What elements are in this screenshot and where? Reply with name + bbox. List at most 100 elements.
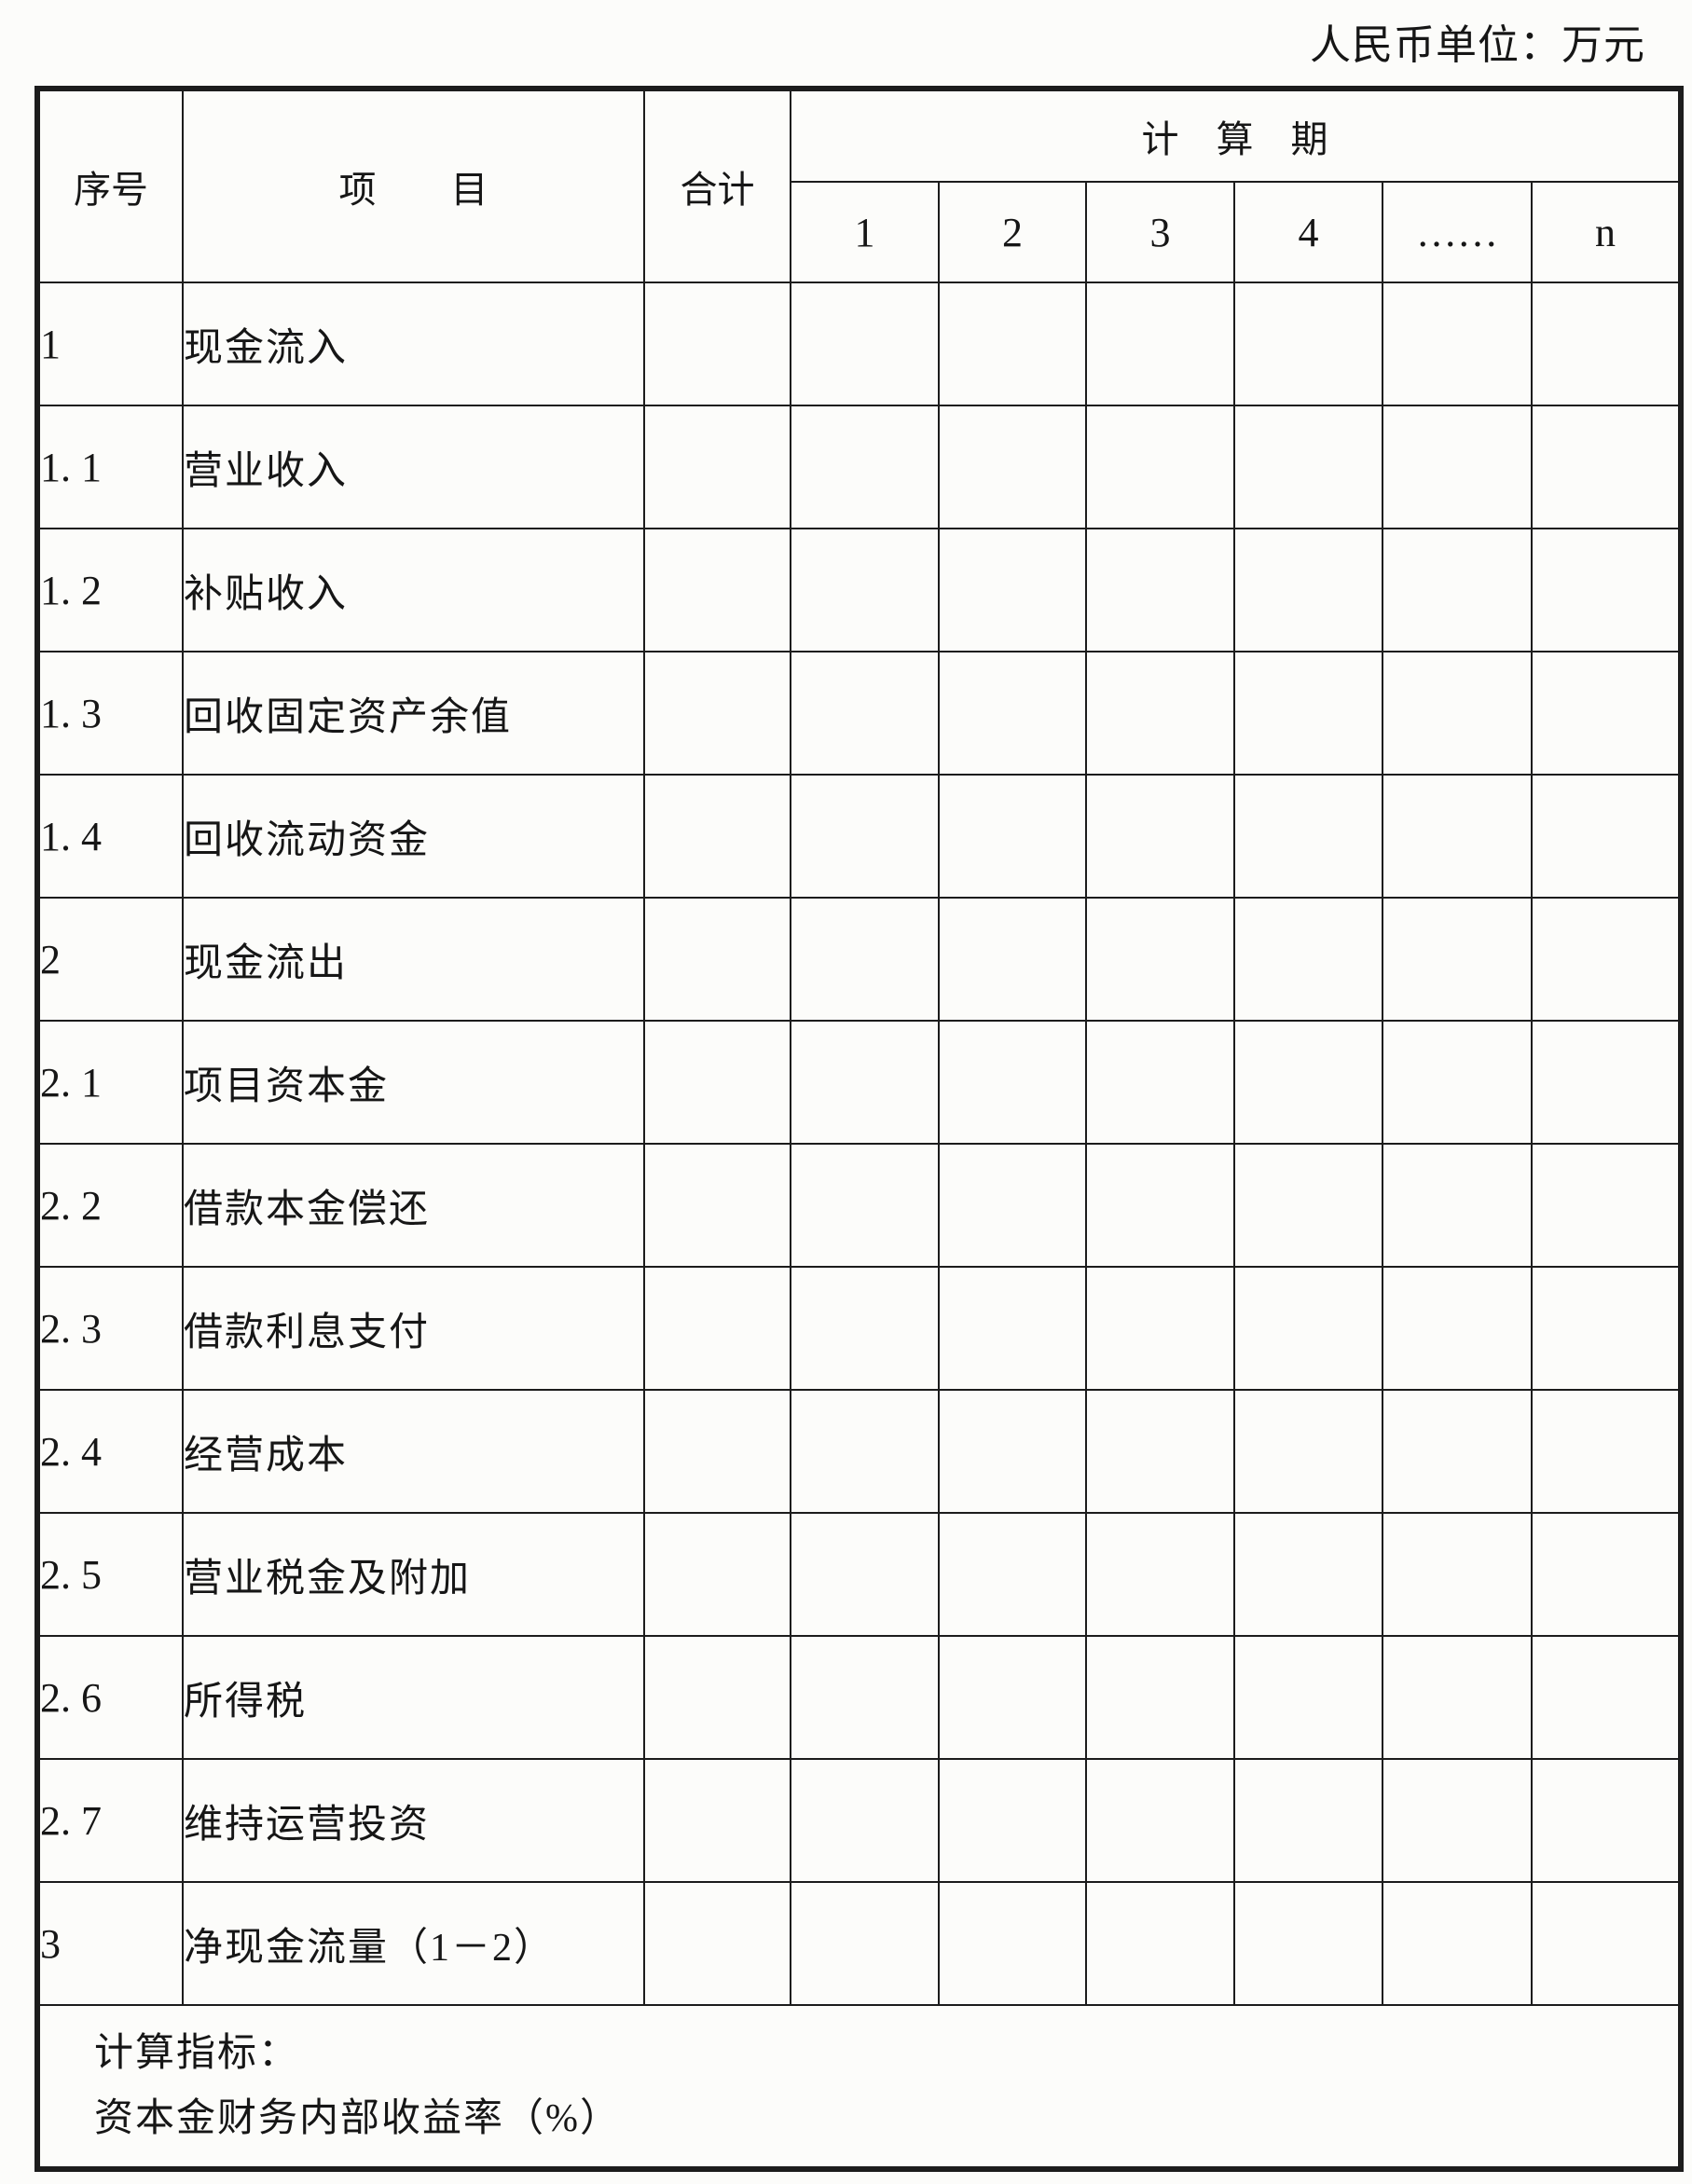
period-value-cell (1085, 1758, 1235, 1883)
period-value-cell (1233, 1512, 1383, 1637)
period-value-cell (938, 1389, 1087, 1514)
calc-indicator-irr: 资本金财务内部收益率（%） (94, 2097, 621, 2140)
period-value-cell (790, 1143, 940, 1268)
total-value-cell (643, 1635, 791, 1760)
header-period-ellipsis: …… (1382, 181, 1533, 283)
period-value-cell (938, 1758, 1087, 1883)
period-value-cell (938, 774, 1087, 899)
period-value-cell (1382, 282, 1533, 406)
row-number: 1 (36, 282, 184, 406)
total-value-cell (643, 1512, 791, 1637)
row-item-label: 回收固定资产余值 (182, 651, 645, 776)
row-number: 3 (36, 1881, 184, 2006)
period-value-cell (1382, 1143, 1533, 1268)
capital-cash-flow-table: 序号 项 目 合计 计 算 期 1 2 3 4 …… n 1 现金流入 (34, 86, 1684, 2172)
period-value-cell (1531, 1758, 1682, 1883)
period-value-cell (790, 1512, 940, 1637)
table-row: 1. 2 补贴收入 (36, 528, 1682, 652)
header-calc-period-group: 计 算 期 (790, 88, 1682, 183)
period-value-cell (1085, 897, 1235, 1022)
period-value-cell (790, 1635, 940, 1760)
period-value-cell (1233, 1020, 1383, 1145)
period-value-cell (1531, 651, 1682, 776)
period-value-cell (1531, 774, 1682, 899)
period-value-cell (1233, 1266, 1383, 1391)
calc-indicator-title: 计算指标： (94, 2031, 300, 2075)
period-value-cell (790, 1389, 940, 1514)
header-period-2: 2 (938, 181, 1087, 283)
total-value-cell (643, 1143, 791, 1268)
period-value-cell (1382, 1389, 1533, 1514)
period-value-cell (1085, 1389, 1235, 1514)
header-row-periods: 1 2 3 4 …… n (37, 181, 1682, 283)
row-number: 2. 7 (36, 1758, 184, 1883)
table-body: 1 现金流入 1. 1 营业收入 (36, 282, 1682, 2006)
total-value-cell (643, 1266, 791, 1391)
table-row: 3 净现金流量（1－2） (36, 1881, 1682, 2006)
period-value-cell (1085, 1266, 1235, 1391)
total-value-cell (643, 405, 791, 529)
header-item: 项 目 (182, 88, 645, 283)
row-item-label: 维持运营投资 (182, 1758, 645, 1883)
period-value-cell (1233, 1881, 1383, 2006)
header-period-3: 3 (1085, 181, 1235, 283)
currency-unit-label: 人民币单位：万元 (1310, 22, 1645, 68)
total-value-cell (643, 282, 791, 406)
table-row: 2. 6 所得税 (36, 1635, 1682, 1760)
period-value-cell (1233, 1635, 1383, 1760)
table-row: 2. 2 借款本金偿还 (36, 1143, 1682, 1268)
period-value-cell (1085, 282, 1235, 406)
row-number: 1. 3 (36, 651, 184, 776)
period-value-cell (1233, 282, 1383, 406)
period-value-cell (1233, 1389, 1383, 1514)
period-value-cell (1531, 1635, 1682, 1760)
period-value-cell (1233, 897, 1383, 1022)
period-value-cell (790, 1758, 940, 1883)
period-value-cell (790, 897, 940, 1022)
row-number: 2. 2 (36, 1143, 184, 1268)
row-item-label: 净现金流量（1－2） (182, 1881, 645, 2006)
total-value-cell (643, 1758, 791, 1883)
period-value-cell (1531, 282, 1682, 406)
total-value-cell (643, 774, 791, 899)
table-row: 2. 3 借款利息支付 (36, 1266, 1682, 1391)
header-period-4: 4 (1233, 181, 1383, 283)
period-value-cell (1531, 1512, 1682, 1637)
header-total: 合计 (643, 88, 791, 283)
period-value-cell (938, 1512, 1087, 1637)
row-number: 1. 1 (36, 405, 184, 529)
row-item-label: 现金流出 (182, 897, 645, 1022)
period-value-cell (1085, 651, 1235, 776)
period-value-cell (1233, 774, 1383, 899)
calc-indicator-block: 计算指标： 资本金财务内部收益率（%） (40, 2032, 1678, 2140)
table-row: 2. 7 维持运营投资 (36, 1758, 1682, 1883)
row-item-label: 借款本金偿还 (182, 1143, 645, 1268)
row-number: 2. 3 (36, 1266, 184, 1391)
header-seq-no: 序号 (36, 88, 184, 283)
total-value-cell (643, 897, 791, 1022)
period-value-cell (790, 651, 940, 776)
period-value-cell (1085, 1635, 1235, 1760)
total-value-cell (643, 528, 791, 652)
row-number: 2. 6 (36, 1635, 184, 1760)
period-value-cell (1233, 1758, 1383, 1883)
period-value-cell (1531, 528, 1682, 652)
period-value-cell (1531, 1266, 1682, 1391)
row-item-label: 经营成本 (182, 1389, 645, 1514)
period-value-cell (1382, 774, 1533, 899)
row-item-label: 营业税金及附加 (182, 1512, 645, 1637)
total-value-cell (643, 1020, 791, 1145)
row-number: 1. 4 (36, 774, 184, 899)
period-value-cell (938, 1020, 1087, 1145)
row-item-label: 借款利息支付 (182, 1266, 645, 1391)
period-value-cell (1382, 1881, 1533, 2006)
period-value-cell (1382, 1635, 1533, 1760)
period-value-cell (1233, 528, 1383, 652)
row-item-label: 回收流动资金 (182, 774, 645, 899)
period-value-cell (1085, 405, 1235, 529)
row-item-label: 所得税 (182, 1635, 645, 1760)
period-value-cell (1085, 1020, 1235, 1145)
period-value-cell (790, 405, 940, 529)
period-value-cell (938, 651, 1087, 776)
